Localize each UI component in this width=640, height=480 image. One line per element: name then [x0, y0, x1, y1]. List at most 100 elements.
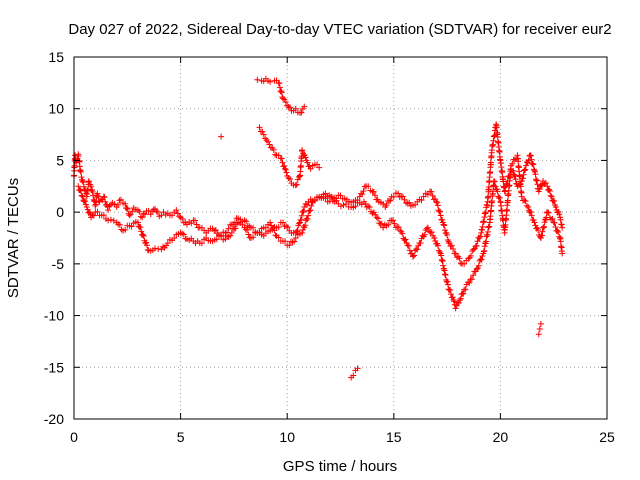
data-point	[292, 235, 299, 241]
data-point	[401, 196, 408, 203]
x-tick-label: 20	[493, 429, 509, 445]
data-point	[522, 198, 529, 205]
data-point	[128, 223, 135, 230]
data-point	[77, 167, 84, 174]
data-point	[295, 173, 302, 180]
data-point	[279, 95, 286, 102]
data-point	[511, 156, 518, 163]
data-point	[399, 230, 406, 237]
data-point	[94, 208, 101, 215]
data-point	[450, 297, 457, 304]
data-point	[75, 183, 82, 190]
data-point	[447, 286, 454, 293]
data-point	[447, 291, 454, 298]
data-point	[278, 89, 285, 96]
data-point	[142, 211, 149, 218]
data-point	[122, 226, 129, 233]
data-point	[293, 181, 300, 188]
data-point	[100, 212, 107, 219]
data-point	[127, 211, 134, 218]
data-point	[421, 231, 428, 238]
data-point	[544, 183, 551, 190]
data-point	[77, 168, 84, 175]
data-point	[554, 227, 561, 234]
data-point	[101, 194, 108, 201]
data-point	[262, 224, 269, 231]
data-point	[451, 298, 458, 305]
data-point	[527, 208, 534, 215]
data-point	[343, 200, 350, 207]
data-point	[464, 279, 471, 286]
y-tick-label: -15	[44, 359, 64, 375]
data-point	[298, 109, 305, 116]
data-point	[340, 201, 347, 208]
data-point	[77, 187, 84, 194]
data-point	[494, 188, 501, 195]
data-point	[380, 200, 387, 207]
data-point	[457, 295, 464, 302]
data-point	[286, 242, 293, 249]
data-point	[547, 192, 554, 199]
data-point	[300, 207, 307, 214]
data-point	[431, 235, 438, 241]
data-point	[479, 253, 486, 260]
data-point	[85, 178, 92, 185]
data-point	[174, 210, 181, 217]
data-point	[474, 238, 481, 245]
data-point	[428, 188, 435, 195]
data-point	[546, 187, 553, 194]
data-point	[538, 232, 545, 239]
data-point	[530, 161, 537, 168]
data-point	[538, 182, 545, 189]
data-point	[432, 196, 439, 203]
data-point	[304, 159, 311, 166]
data-point	[89, 188, 96, 195]
data-point	[460, 290, 467, 297]
data-point	[449, 294, 456, 301]
data-point	[522, 166, 529, 173]
data-point	[452, 305, 459, 312]
data-point	[143, 242, 150, 249]
data-point	[102, 198, 109, 205]
data-point	[525, 203, 532, 210]
data-point	[270, 146, 277, 153]
data-points	[71, 75, 566, 381]
data-point	[304, 215, 311, 222]
data-point	[439, 216, 446, 223]
data-point	[405, 242, 412, 249]
data-point	[270, 224, 277, 231]
data-point	[528, 156, 535, 163]
data-point	[301, 151, 308, 158]
data-point	[406, 247, 413, 254]
data-point	[426, 228, 433, 235]
data-point	[138, 228, 145, 235]
data-point	[88, 183, 95, 190]
data-point	[540, 224, 547, 231]
data-point	[306, 163, 313, 170]
data-point	[316, 164, 323, 171]
data-point	[171, 235, 178, 241]
data-point	[291, 238, 298, 245]
data-point	[491, 178, 498, 185]
data-point	[523, 202, 530, 209]
data-point	[558, 221, 565, 228]
data-point	[279, 159, 286, 166]
data-point	[250, 224, 257, 231]
data-point	[299, 147, 306, 154]
data-point	[521, 197, 528, 204]
data-point	[391, 220, 398, 227]
data-point	[284, 224, 291, 231]
data-point	[559, 224, 566, 231]
data-point	[473, 266, 480, 273]
data-point	[158, 246, 165, 253]
data-point	[468, 276, 475, 283]
data-point	[271, 227, 278, 234]
data-point	[372, 211, 379, 218]
x-tick-label: 25	[599, 429, 615, 445]
data-point	[106, 203, 113, 210]
data-point	[466, 279, 473, 286]
data-point	[491, 178, 498, 185]
data-point	[265, 138, 272, 145]
data-point	[536, 326, 543, 333]
data-point	[115, 201, 122, 208]
